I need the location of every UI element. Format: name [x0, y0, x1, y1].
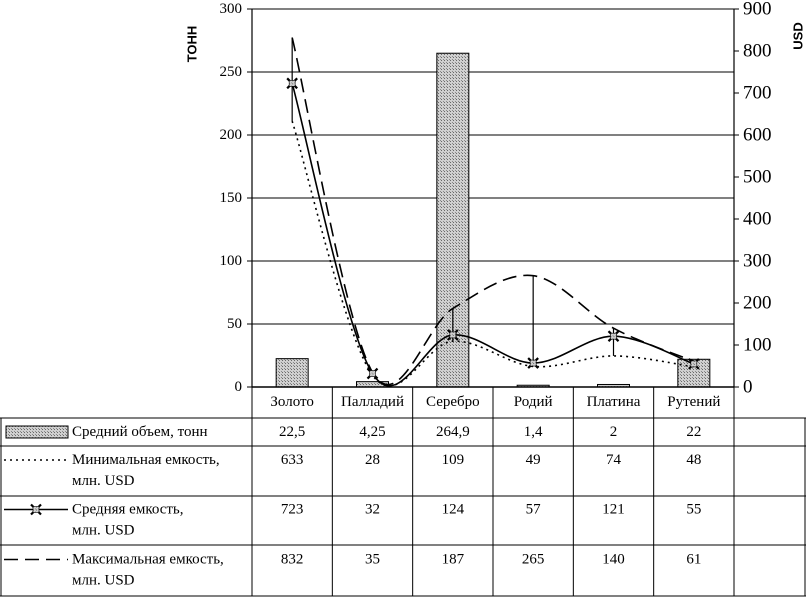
table-value: 61	[686, 552, 701, 568]
legend-label: млн. USD	[72, 523, 135, 539]
left-tick-label: 50	[227, 316, 242, 332]
left-tick-label: 0	[235, 379, 243, 395]
right-tick-label: 800	[743, 41, 772, 62]
line-max	[291, 37, 695, 386]
line-series	[291, 37, 695, 387]
legend-label: Средняя емкость,	[72, 502, 184, 518]
table-value: 633	[281, 452, 304, 468]
table-value: 1,4	[524, 424, 543, 440]
data-table: Золото Палладий Серебро Родий Платина Рутений…	[0, 386, 806, 597]
avg-marker	[366, 367, 379, 380]
table-value: 48	[686, 452, 701, 468]
bar-series	[275, 52, 711, 388]
right-tick-label: 300	[743, 251, 772, 272]
table-value: 22	[686, 424, 701, 440]
left-tick-label: 250	[220, 64, 243, 80]
legend-key-bar	[5, 425, 69, 439]
right-tick-label: 700	[743, 83, 772, 104]
table-value: 49	[526, 452, 541, 468]
table-value: 22,5	[279, 424, 305, 440]
table-value: 32	[365, 502, 380, 518]
left-tick-label: 200	[220, 127, 243, 143]
table-value: 55	[686, 502, 701, 518]
table-value: 124	[442, 502, 465, 518]
category-label: Золото	[270, 394, 313, 410]
table-value: 28	[365, 452, 380, 468]
line-avg	[291, 83, 695, 387]
right-tick-label: 400	[743, 209, 772, 230]
table-value: 74	[606, 452, 622, 468]
category-label: Платина	[587, 394, 641, 410]
axes: 0 50 100 150 200 250 300 0 100 200 300 400 500 600 700…	[185, 0, 806, 398]
bar	[275, 358, 309, 388]
table-value: 264,9	[436, 424, 470, 440]
table-value: 109	[442, 452, 465, 468]
legend-label: Средний объем, тонн	[72, 424, 208, 440]
table-value: 187	[442, 552, 465, 568]
category-label: Рутений	[667, 394, 720, 410]
left-tick-label: 150	[220, 190, 243, 206]
category-label: Серебро	[426, 394, 480, 410]
right-tick-label: 900	[743, 0, 772, 20]
gridlines	[252, 8, 734, 325]
left-tick-label: 100	[220, 253, 243, 269]
right-tick-label: 0	[743, 377, 753, 398]
right-axis-title: USD	[791, 22, 806, 49]
table-value: 2	[610, 424, 618, 440]
right-tick-label: 500	[743, 167, 772, 188]
legend-label: млн. USD	[72, 473, 135, 489]
table-value: 4,25	[359, 424, 385, 440]
line-markers	[286, 77, 700, 380]
legend-label: Минимальная емкость,	[72, 452, 220, 468]
category-label: Палладий	[341, 394, 404, 410]
table-value: 121	[602, 502, 625, 518]
left-axis-title: ТОНН	[185, 26, 200, 63]
legend-label: Максимальная емкость,	[72, 552, 224, 568]
table-value: 35	[365, 552, 380, 568]
table-value: 140	[602, 552, 625, 568]
legend-label: млн. USD	[72, 573, 135, 589]
line-min	[291, 120, 694, 387]
left-tick-label: 300	[220, 1, 243, 17]
table-value: 832	[281, 552, 304, 568]
right-tick-label: 600	[743, 125, 772, 146]
right-tick-label: 200	[743, 293, 772, 314]
category-label: Родий	[514, 394, 553, 410]
table-value: 265	[522, 552, 545, 568]
table-value: 57	[526, 502, 542, 518]
table-value: 723	[281, 502, 304, 518]
right-tick-label: 100	[743, 335, 772, 356]
